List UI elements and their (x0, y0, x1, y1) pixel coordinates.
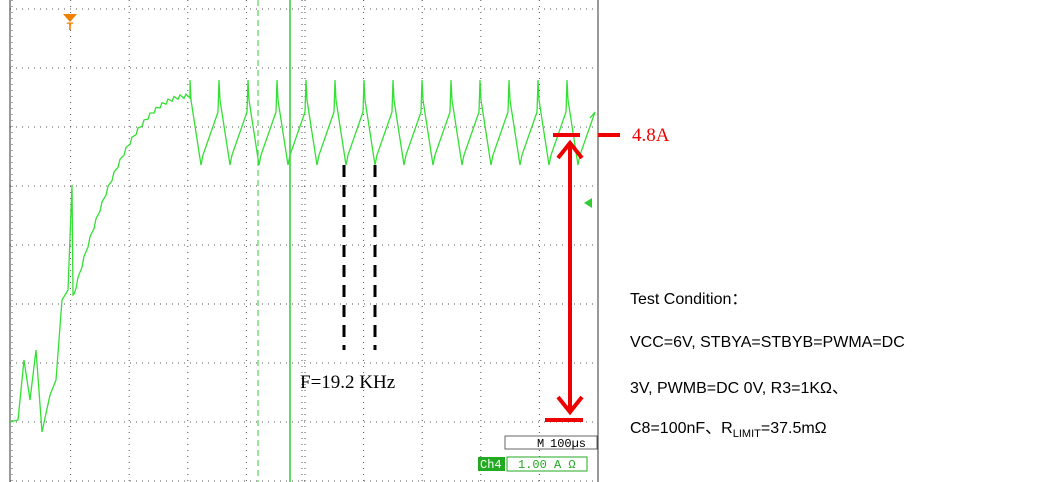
frequency-label: F=19.2 KHz (300, 372, 395, 393)
test-condition-title: Test Condition： (630, 285, 747, 309)
page: T F=19.2 KHz 4.8A M 100µs Ch4 1.00 A Ω T… (0, 0, 1051, 482)
channel-scale: 1.00 A Ω (518, 458, 576, 472)
current-label: 4.8A (632, 125, 670, 146)
test-condition-line: VCC=6V, STBYA=STBYB=PWMA=DC (630, 334, 905, 352)
text: C8=100nF、R (630, 420, 733, 437)
current-arrow (545, 135, 620, 420)
grid (10, 0, 598, 482)
level-marker (584, 198, 592, 208)
period-markers (344, 165, 375, 350)
channel-label: Ch4 (480, 458, 502, 472)
timebase-value: 100µs (550, 437, 586, 451)
timebase-label: M (537, 437, 544, 451)
text: =37.5mΩ (761, 420, 827, 437)
subscript: LIMIT (733, 428, 761, 440)
test-condition-line: C8=100nF、RLIMIT=37.5mΩ (630, 414, 827, 440)
test-condition-line: 3V, PWMB=DC 0V, R3=1KΩ、 (630, 374, 848, 398)
trigger-marker: T (67, 21, 74, 33)
scope-screen: T F=19.2 KHz 4.8A M 100µs Ch4 1.00 A Ω (0, 0, 1051, 482)
